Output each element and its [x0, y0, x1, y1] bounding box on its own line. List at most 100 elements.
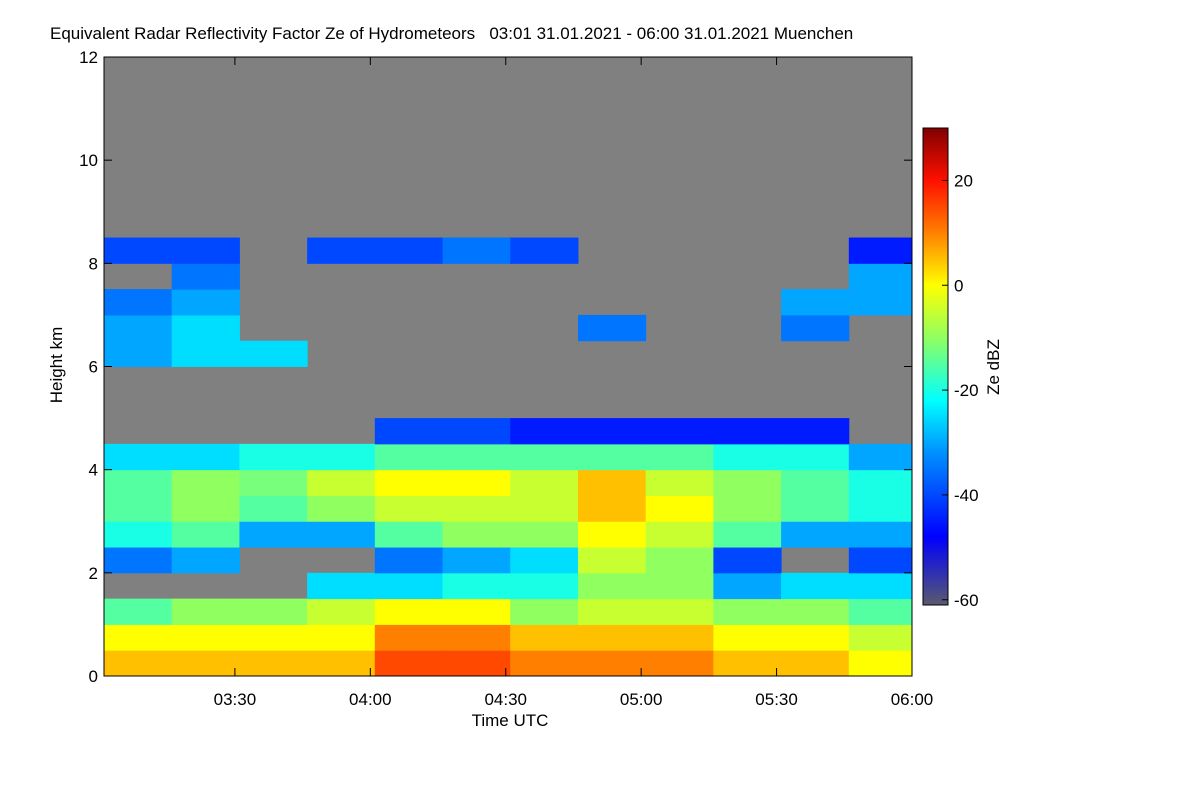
- heatmap-cell: [307, 598, 376, 625]
- heatmap-cell: [848, 547, 913, 574]
- heatmap-cell: [510, 443, 579, 471]
- heatmap-cell: [713, 443, 782, 471]
- heatmap-cell: [374, 624, 444, 651]
- heatmap-cell: [171, 495, 240, 522]
- heatmap-cell: [645, 572, 714, 600]
- heatmap-cell: [713, 650, 782, 677]
- heatmap-cell: [442, 418, 511, 445]
- heatmap-cell: [442, 469, 511, 496]
- heatmap-cell: [104, 314, 173, 342]
- heatmap-cell: [104, 650, 173, 677]
- heatmap-cell: [104, 340, 173, 367]
- heatmap-cell: [171, 237, 240, 264]
- heatmap-cell: [713, 418, 782, 445]
- colorbar-tick-label: -40: [954, 486, 979, 505]
- heatmap-cell: [848, 263, 913, 290]
- heatmap-cell: [239, 495, 308, 522]
- heatmap-cell: [171, 443, 240, 471]
- heatmap-cell: [442, 572, 511, 600]
- heatmap-cell: [307, 521, 376, 548]
- heatmap-cell: [577, 572, 647, 600]
- colorbar-tick-label: 0: [954, 276, 963, 295]
- y-tick-label: 10: [79, 151, 98, 170]
- heatmap-cell: [171, 340, 240, 367]
- heatmap-cell: [307, 572, 376, 600]
- heatmap-cell: [104, 469, 173, 496]
- heatmap-cell: [713, 598, 782, 625]
- heatmap-cell: [577, 495, 647, 522]
- heatmap-cell: [442, 237, 511, 264]
- y-tick-label: 4: [89, 461, 98, 480]
- heatmap-cell: [442, 650, 511, 677]
- heatmap-cell: [848, 495, 913, 522]
- heatmap-cell: [781, 598, 850, 625]
- heatmap-cell: [577, 650, 647, 677]
- heatmap-cell: [781, 572, 850, 600]
- heatmap-cell: [374, 418, 444, 445]
- heatmap-cell: [374, 572, 444, 600]
- heatmap-cell: [104, 495, 173, 522]
- heatmap-cell: [781, 443, 850, 471]
- heatmap-cell: [781, 469, 850, 496]
- heatmap-cell: [307, 237, 376, 264]
- heatmap-cell: [307, 443, 376, 471]
- heatmap-cell: [848, 469, 913, 496]
- heatmap-cell: [510, 469, 579, 496]
- heatmap-cell: [645, 547, 714, 574]
- heatmap-cell: [577, 418, 647, 445]
- y-axis-label: Height km: [47, 327, 66, 404]
- heatmap-cell: [104, 624, 173, 651]
- heatmap-cell: [848, 521, 913, 548]
- heatmap-cell: [239, 340, 308, 367]
- heatmap-cell: [781, 650, 850, 677]
- heatmap-cell: [510, 624, 579, 651]
- heatmap-cell: [781, 521, 850, 548]
- colorbar: [922, 127, 949, 606]
- heatmap-cell: [374, 547, 444, 574]
- heatmap-cell: [713, 547, 782, 574]
- heatmap-cell: [848, 598, 913, 625]
- heatmap-cell: [645, 521, 714, 548]
- heatmap-cell: [510, 572, 579, 600]
- chart-title: Equivalent Radar Reflectivity Factor Ze …: [50, 24, 853, 43]
- heatmap-cell: [577, 598, 647, 625]
- heatmap-cell: [442, 521, 511, 548]
- heatmap-cell: [307, 624, 376, 651]
- y-tick-label: 8: [89, 254, 98, 273]
- heatmap-cell: [781, 418, 850, 445]
- heatmap-cell: [171, 263, 240, 290]
- heatmap-cell: [239, 521, 308, 548]
- heatmap-cell: [442, 598, 511, 625]
- heatmap-cell: [374, 495, 444, 522]
- heatmap-cell: [239, 469, 308, 496]
- heatmap-cell: [713, 572, 782, 600]
- heatmap-cell: [374, 521, 444, 548]
- heatmap-cell: [104, 443, 173, 471]
- colorbar-tick-label: 20: [954, 171, 973, 190]
- heatmap-cell: [645, 443, 714, 471]
- heatmap-cell: [781, 289, 850, 316]
- x-axis-label: Time UTC: [472, 711, 549, 730]
- heatmap-cell: [239, 624, 308, 651]
- heatmap-cell: [239, 443, 308, 471]
- heatmap-cell: [171, 521, 240, 548]
- colorbar-label: Ze dBZ: [984, 339, 1003, 395]
- heatmap-cell: [104, 547, 173, 574]
- heatmap-cell: [374, 650, 444, 677]
- heatmap-cell: [577, 443, 647, 471]
- heatmap-cell: [713, 469, 782, 496]
- heatmap-cell: [171, 547, 240, 574]
- heatmap-cell: [442, 443, 511, 471]
- heatmap-cell: [442, 495, 511, 522]
- heatmap-cell: [781, 624, 850, 651]
- heatmap-cell: [848, 650, 913, 677]
- heatmap-cell: [510, 495, 579, 522]
- heatmap-cell: [645, 495, 714, 522]
- heatmap-cell: [510, 237, 579, 264]
- heatmap-cell: [104, 598, 173, 625]
- heatmap-cell: [645, 598, 714, 625]
- heatmap-cell: [442, 547, 511, 574]
- heatmap-cell: [713, 495, 782, 522]
